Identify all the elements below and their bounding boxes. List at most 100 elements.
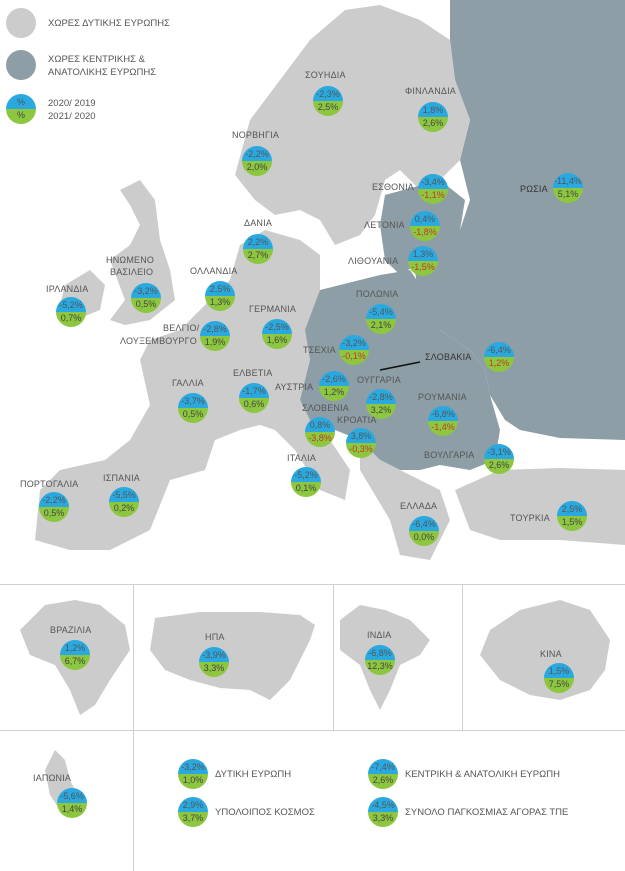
badge-croatia: 3,8% -0,3%: [346, 428, 376, 458]
badge-china: 1,5% 7,5%: [544, 663, 574, 693]
badge-greece: -6,4% 0,0%: [409, 516, 439, 546]
badge-finland: 1,8% 2,6%: [418, 102, 448, 132]
badge-switzerland: -1,7% 0,6%: [239, 383, 269, 413]
badge-russia: -11,4% 5,1%: [553, 173, 583, 203]
country-label-turkey: ΤΟΥΡΚΙΑ: [510, 513, 550, 523]
badge-italy: -5,2% 0,1%: [291, 467, 321, 497]
usa-shape: [150, 612, 315, 700]
china-shape: [480, 600, 610, 700]
badge-central-eastern-europe: -7,4% 2,6%: [368, 759, 398, 789]
badge-latvia: 0,4% -1,8%: [410, 211, 440, 241]
country-label-spain: ΙΣΠΑΝΙΑ: [103, 473, 140, 483]
country-label-bulgaria: ΒΟΥΛΓΑΡΙΑ: [424, 450, 475, 460]
country-label-poland: ΠΟΛΩΝΙΑ: [356, 289, 399, 299]
badge-slovakia: -6,4% 1,2%: [484, 342, 514, 372]
russia-shape: [415, 0, 625, 440]
frame-line: [333, 584, 334, 730]
badge-portugal: -2,2% 0,5%: [39, 492, 69, 522]
frame-line: [0, 730, 625, 731]
country-label-croatia: ΚΡΟΑΤΙΑ: [337, 415, 377, 425]
badge-belgium: -2,8% 1,9%: [200, 321, 230, 351]
legend-central-swatch: [6, 50, 36, 80]
badge-usa: -3,9% 3,3%: [199, 647, 229, 677]
country-label-russia: ΡΩΣΙΑ: [520, 184, 548, 194]
country-label-slovakia: ΣΛΟΒΑΚΙΑ: [425, 352, 472, 362]
badge-spain: -5,5% 0,2%: [109, 487, 139, 517]
legend-pie: %%: [6, 94, 36, 124]
country-label-estonia: ΕΣΘΟΝΙΑ: [372, 182, 414, 192]
badge-bulgaria: -3,1% 2,6%: [484, 444, 514, 474]
legend-period-2: 2021/ 2020: [48, 111, 96, 122]
scandinavia-shape: [235, 5, 470, 245]
country-label-slovenia: ΣΛΟΒΕΝΙΑ: [302, 403, 349, 413]
slovakia-pointer-line: [379, 361, 421, 371]
country-label-czechia: ΤΣΕΧΙΑ: [303, 345, 336, 355]
badge-estonia: -3,4% -1,1%: [418, 174, 448, 204]
country-label-italy: ΙΤΑΛΙΑ: [287, 453, 317, 463]
badge-rest-of-world: 2,9% 3,7%: [178, 797, 208, 827]
badge-lithuania: 1,3% -1,5%: [408, 246, 438, 276]
country-label-romania: ΡΟΥΜΑΝΙΑ: [418, 392, 467, 402]
legend-western-label: ΧΩΡΕΣ ΔΥΤΙΚΗΣ ΕΥΡΩΠΗΣ: [48, 18, 170, 29]
badge-germany: -2,5% 1,6%: [262, 319, 292, 349]
badge-poland: -5,4% 2,1%: [366, 304, 396, 334]
country-label-india: ΙΝΔΙΑ: [367, 630, 392, 640]
country-label-austria: ΑΥΣΤΡΙΑ: [275, 382, 314, 392]
country-label-brazil: ΒΡΑΖΙΛΙΑ: [50, 625, 92, 635]
frame-line: [0, 584, 625, 585]
badge-denmark: 2,2% 2,7%: [243, 234, 273, 264]
turkey-shape: [455, 468, 625, 545]
country-label-lithuania: ΛΙΘΟΥΑΝΙΑ: [348, 256, 399, 266]
badge-brazil: 1,2% 6,7%: [60, 640, 90, 670]
badge-ireland: -5,2% 0,7%: [56, 297, 86, 327]
country-label-finland: ΦΙΝΛΑΝΔΙΑ: [405, 86, 457, 96]
country-label-china: ΚΙΝΑ: [540, 649, 562, 659]
badge-france: -3,7% 0,5%: [178, 393, 208, 423]
country-label-france: ΓΑΛΛΙΑ: [172, 378, 204, 388]
badge-japan: -5,6% 1,4%: [57, 788, 87, 818]
country-label-hungary: ΟΥΓΓΑΡΙΑ: [357, 375, 401, 385]
country-label-ireland: ΙΡΛΑΝΔΙΑ: [46, 284, 89, 294]
legend-western-swatch: [6, 8, 36, 38]
region-label-global-total: ΣΥΝΟΛΟ ΠΑΓΚΟΣΜΙΑΣ ΑΓΟΡΑΣ ΤΠΕ: [405, 807, 569, 818]
badge-global-total: -4,5% 3,3%: [368, 797, 398, 827]
country-label-switzerland: ΕΛΒΕΤΙΑ: [233, 368, 273, 378]
badge-western-europe: -3,2% 1,0%: [178, 759, 208, 789]
country-label-belgium-2: ΛΟΥΞΕΜΒΟΥΡΓΟ: [120, 336, 197, 346]
country-label-netherlands: ΟΛΛΑΝΔΙΑ: [190, 266, 238, 276]
country-label-latvia: ΛΕΤΟΝΙΑ: [364, 220, 405, 230]
country-label-uk-2: ΒΑΣΙΛΕΙΟ: [110, 267, 154, 277]
region-label-rest-of-world: ΥΠΟΛΟΙΠΟΣ ΚΟΣΜΟΣ: [215, 807, 315, 818]
region-label-central-eastern-europe: ΚΕΝΤΡΙΚΗ & ΑΝΑΤΟΛΙΚΗ ΕΥΡΩΠΗ: [405, 769, 560, 780]
legend-central-label-2: ΑΝΑΤΟΛΙΚΗΣ ΕΥΡΩΠΗΣ: [48, 67, 157, 78]
badge-slovenia: 0,8% -3,8%: [305, 417, 335, 447]
badge-netherlands: 2,5% 1,3%: [205, 281, 235, 311]
badge-czechia: -3,2% -0,1%: [339, 335, 369, 365]
country-label-sweden: ΣΟΥΗΔΙΑ: [305, 70, 346, 80]
legend-period-1: 2020/ 2019: [48, 98, 96, 109]
badge-india: -6,8% 12,3%: [365, 645, 395, 675]
badge-austria: -2,6% 1,2%: [319, 371, 349, 401]
badge-turkey: 2,5% 1,5%: [557, 501, 587, 531]
badge-sweden: -2,3% 2,5%: [313, 86, 343, 116]
frame-line: [462, 584, 463, 730]
badge-romania: -6,8% -1,4%: [428, 406, 458, 436]
country-label-germany: ΓΕΡΜΑΝΙΑ: [249, 304, 297, 314]
badge-norway: -2,2% 2,0%: [242, 146, 272, 176]
country-label-belgium-1: ΒΕΛΓΙΟ/: [163, 323, 200, 333]
country-label-japan: ΙΑΠΩΝΙΑ: [33, 773, 72, 783]
badge-hungary: -2,8% 3,2%: [366, 389, 396, 419]
country-label-uk-1: ΗΝΩΜΕΝΟ: [106, 255, 155, 265]
uk-shape: [110, 180, 175, 325]
region-label-western-europe: ΔΥΤΙΚΗ ΕΥΡΩΠΗ: [215, 769, 292, 780]
legend-central-label-1: ΧΩΡΕΣ ΚΕΝΤΡΙΚΗΣ &: [48, 54, 145, 65]
country-label-greece: ΕΛΛΑΔΑ: [400, 501, 438, 511]
country-label-portugal: ΠΟΡΤΟΓΑΛΙΑ: [20, 479, 79, 489]
country-label-norway: ΝΟΡΒΗΓΙΑ: [232, 130, 280, 140]
badge-uk: -3,2% 0,5%: [131, 283, 161, 313]
country-label-denmark: ΔΑΝΙΑ: [244, 218, 273, 228]
frame-line: [133, 584, 134, 871]
western-europe-shape: [35, 230, 350, 550]
country-label-usa: ΗΠΑ: [205, 632, 225, 642]
